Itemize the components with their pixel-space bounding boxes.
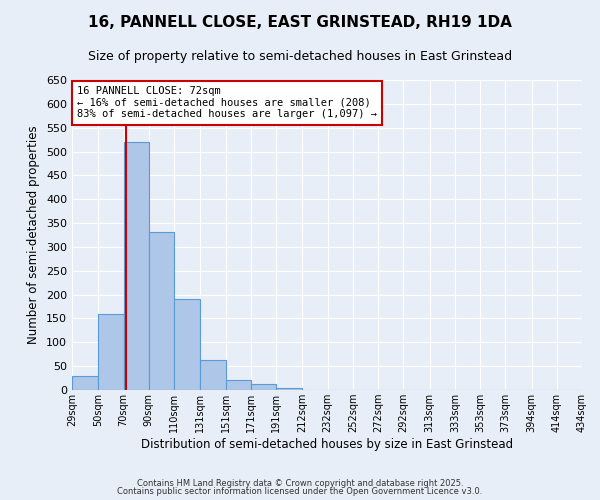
Bar xyxy=(72,376,98,390)
Text: 16 PANNELL CLOSE: 72sqm
← 16% of semi-detached houses are smaller (208)
83% of s: 16 PANNELL CLOSE: 72sqm ← 16% of semi-de… xyxy=(77,86,377,120)
Text: 16, PANNELL CLOSE, EAST GRINSTEAD, RH19 1DA: 16, PANNELL CLOSE, EAST GRINSTEAD, RH19 … xyxy=(88,15,512,30)
Text: Size of property relative to semi-detached houses in East Grinstead: Size of property relative to semi-detach… xyxy=(88,50,512,63)
Bar xyxy=(251,384,276,390)
Bar xyxy=(98,314,124,390)
Bar xyxy=(276,388,302,390)
Text: Contains public sector information licensed under the Open Government Licence v3: Contains public sector information licen… xyxy=(118,487,482,496)
Text: Contains HM Land Registry data © Crown copyright and database right 2025.: Contains HM Land Registry data © Crown c… xyxy=(137,478,463,488)
Bar xyxy=(149,232,174,390)
Bar xyxy=(124,142,149,390)
Bar xyxy=(200,360,226,390)
Y-axis label: Number of semi-detached properties: Number of semi-detached properties xyxy=(28,126,40,344)
Bar xyxy=(226,380,251,390)
X-axis label: Distribution of semi-detached houses by size in East Grinstead: Distribution of semi-detached houses by … xyxy=(141,438,513,451)
Bar xyxy=(174,300,200,390)
